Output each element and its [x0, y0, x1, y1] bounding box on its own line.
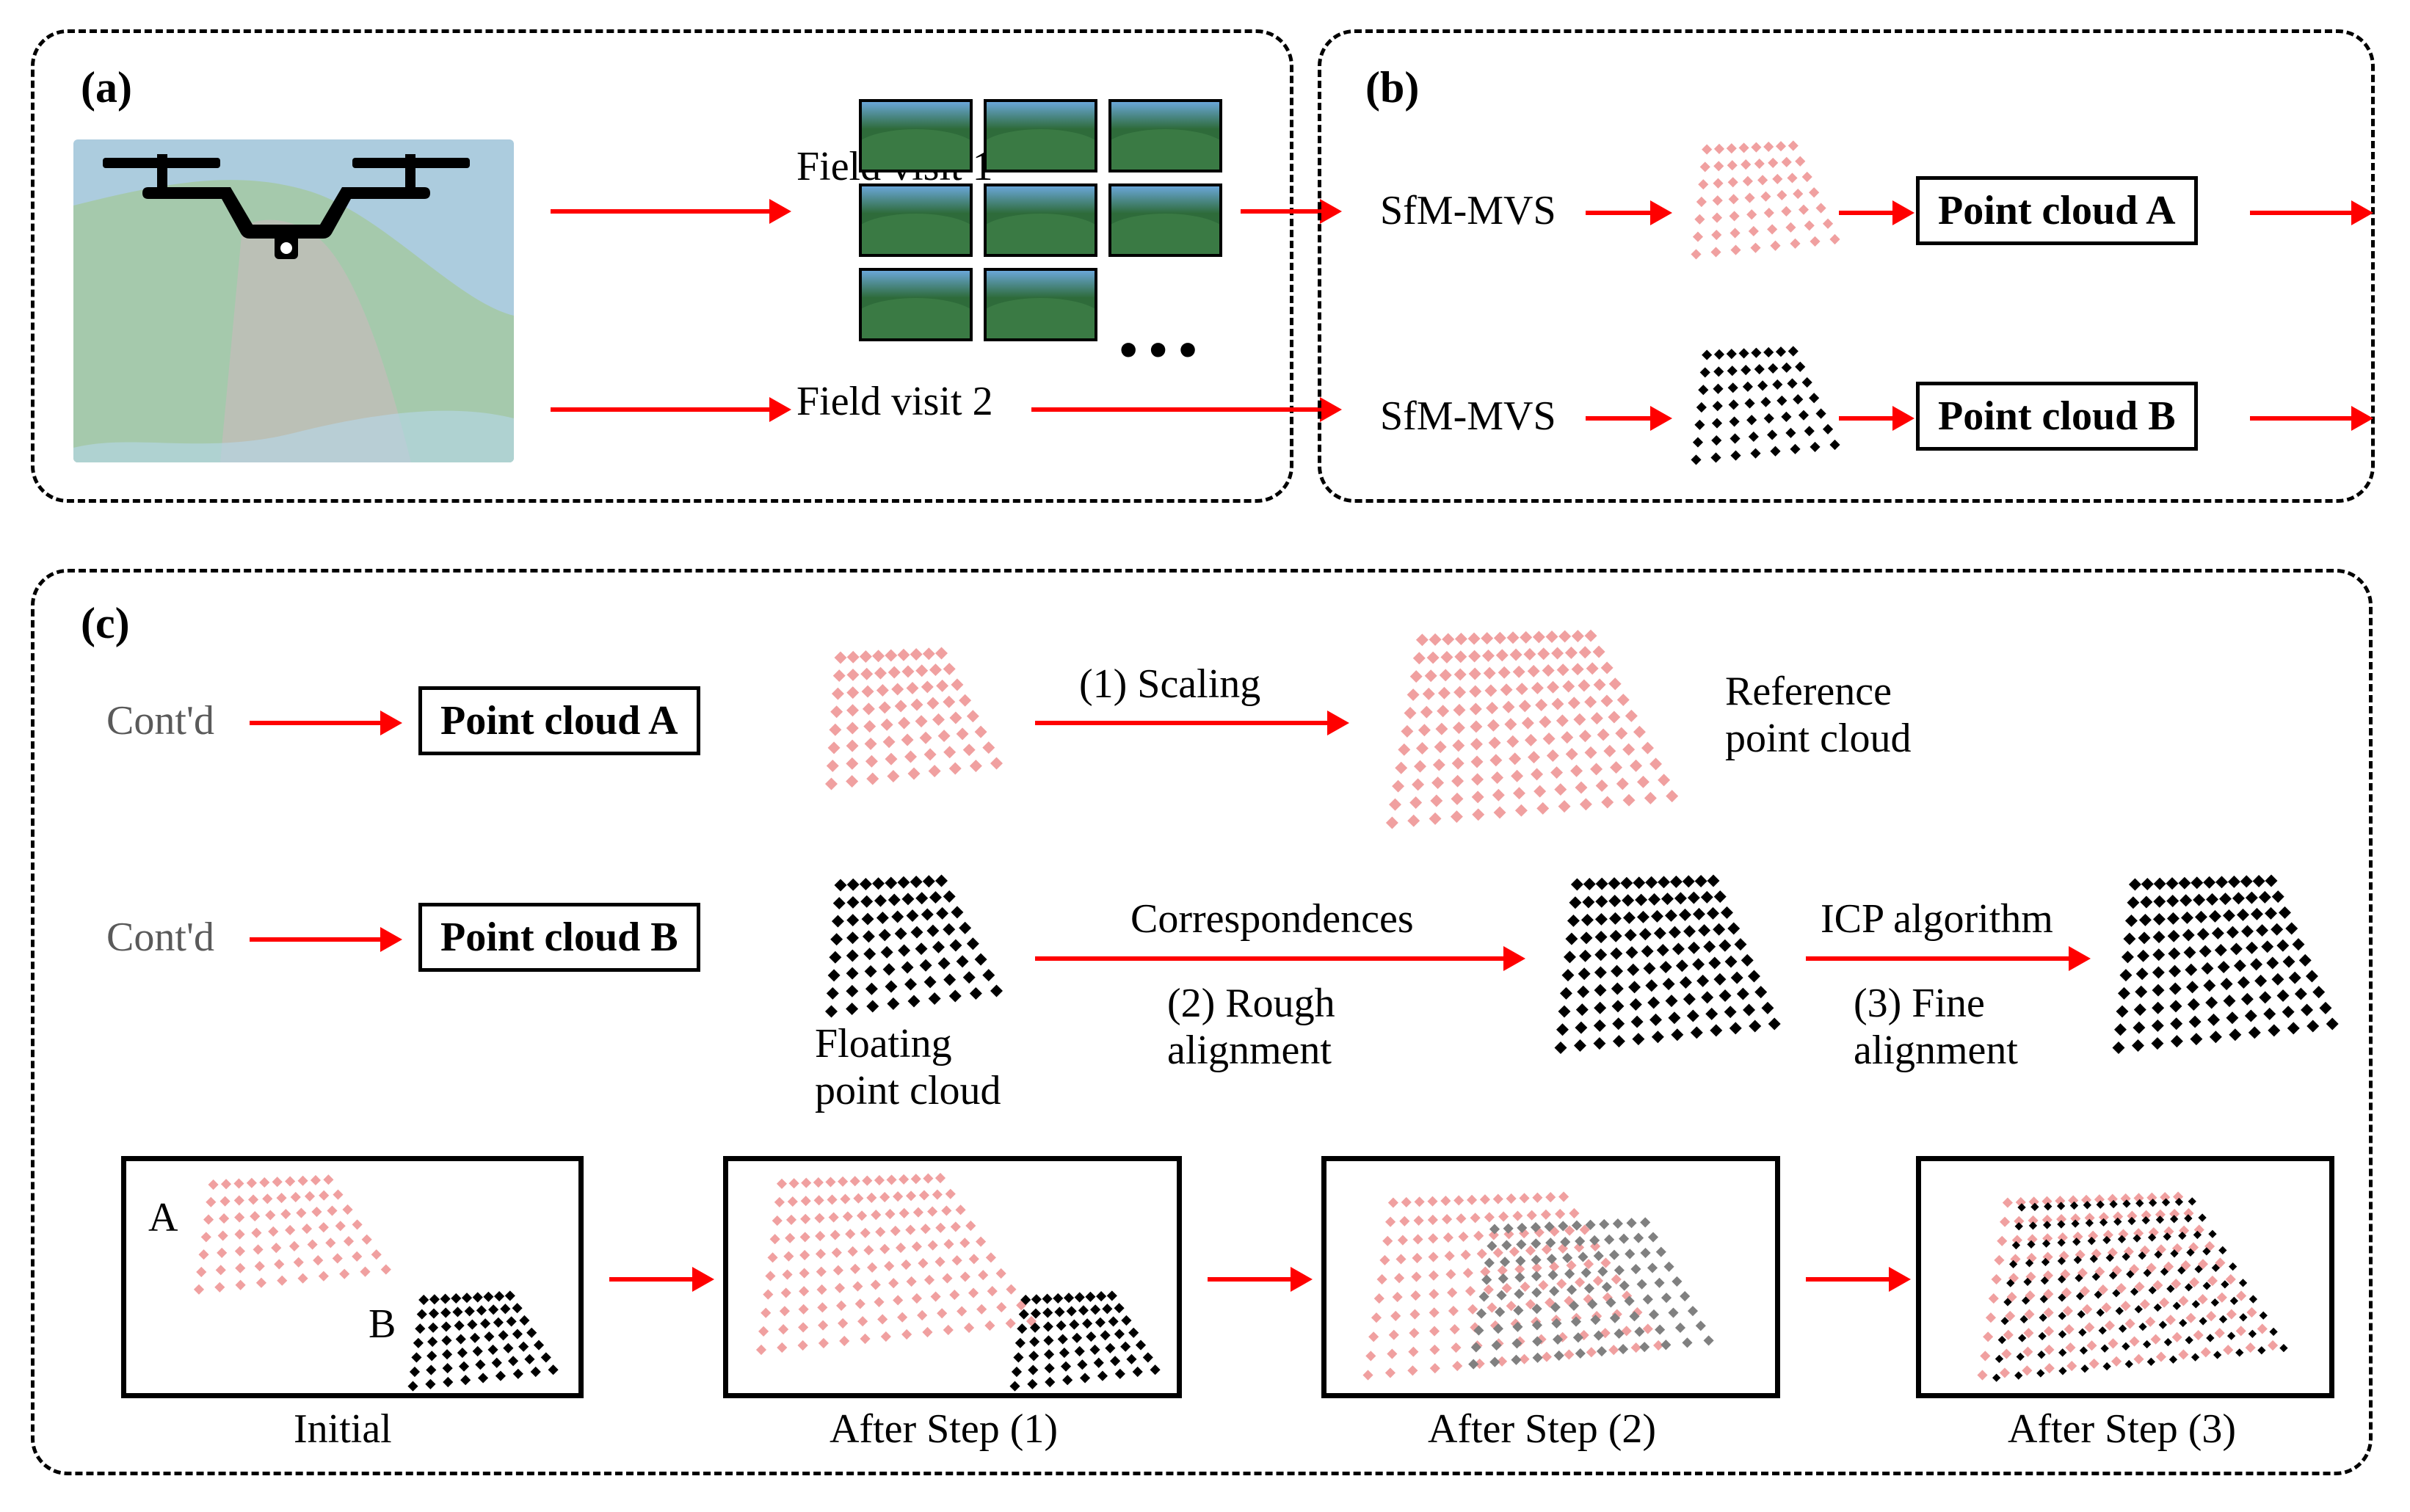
result-initial-caption: Initial — [294, 1406, 392, 1453]
thumb-4 — [859, 183, 973, 257]
result-after3-b — [1979, 1191, 2295, 1389]
result-frame-after3 — [1916, 1156, 2334, 1398]
result-frame-initial: A B — [121, 1156, 584, 1398]
point-cloud-a-box-c: Point cloud A — [418, 686, 700, 755]
thumb-5 — [984, 183, 1097, 257]
point-cloud-b-box: Point cloud B — [1916, 382, 2198, 451]
arrow-b-row1 — [1586, 211, 1652, 215]
pointcloud-b-icon-small — [1688, 345, 1843, 470]
pointcloud-a-icon-small — [1688, 139, 1843, 264]
sfm-mvs-label-1: SfM-MVS — [1380, 187, 1556, 234]
thumb-1 — [859, 99, 973, 172]
result-after2-caption: After Step (2) — [1428, 1406, 1656, 1453]
reference-pc-label: Reference point cloud — [1725, 668, 1912, 763]
sfm-mvs-label-2: SfM-MVS — [1380, 393, 1556, 440]
fine-align-label: (3) Fine alignment — [1854, 980, 2018, 1075]
arrow-a-to-b-2 — [1031, 407, 1321, 412]
arrow-scaling — [1035, 721, 1329, 725]
thumb-8 — [984, 268, 1097, 341]
result-after1-a — [747, 1168, 1040, 1359]
floating-pc-text: Floating point cloud — [815, 1021, 1001, 1113]
arrow-a-to-b-1 — [1241, 209, 1321, 214]
arrow-b-row2b — [1839, 416, 1894, 421]
drone-icon — [95, 117, 477, 264]
arrow-b-row1b — [1839, 211, 1894, 215]
reference-pc-text: Reference point cloud — [1725, 669, 1912, 761]
arrow-rough — [1035, 956, 1505, 961]
point-cloud-a-box: Point cloud A — [1916, 176, 2198, 245]
thumb-2 — [984, 99, 1097, 172]
rough-align-text: (2) Rough alignment — [1167, 981, 1335, 1073]
field-visit-2-label: Field visit 2 — [796, 378, 993, 425]
rough-align-label: (2) Rough alignment — [1167, 980, 1335, 1075]
contd-a: Cont'd — [106, 697, 214, 744]
pointcloud-a-icon-c1 — [822, 646, 1006, 793]
panel-a-label: (a) — [81, 62, 132, 113]
panel-c-label: (c) — [81, 598, 130, 649]
thumb-7 — [859, 268, 973, 341]
arrow-fine — [1806, 956, 2070, 961]
result-initial-label-b: B — [369, 1301, 396, 1348]
arrow-result-23 — [1208, 1277, 1292, 1282]
result-after2-b — [1455, 1209, 1719, 1378]
result-after1-b — [1007, 1290, 1161, 1392]
result-initial-b — [405, 1290, 559, 1392]
thumb-3 — [1108, 99, 1222, 172]
result-after3-caption: After Step (3) — [2008, 1406, 2236, 1453]
result-initial-label-a: A — [148, 1194, 178, 1241]
arrow-fieldvisit1 — [551, 209, 771, 214]
icp-label: ICP algorithm — [1821, 895, 2053, 942]
arrow-result-12 — [609, 1277, 694, 1282]
result-after1-caption: After Step (1) — [830, 1406, 1058, 1453]
thumbnail-grid: … — [859, 99, 1222, 341]
result-frame-after1 — [723, 1156, 1182, 1398]
arrow-contd-b — [250, 937, 382, 942]
arrow-fieldvisit2 — [551, 407, 771, 412]
pointcloud-a-scaled-icon — [1380, 628, 1681, 833]
arrow-b-row1-out — [2250, 211, 2353, 215]
arrow-result-34 — [1806, 1277, 1890, 1282]
thumb-6 — [1108, 183, 1222, 257]
scaling-label: (1) Scaling — [1079, 661, 1260, 708]
result-initial-a — [189, 1172, 394, 1297]
pointcloud-b-icon-c1 — [822, 873, 1006, 1020]
arrow-contd-a — [250, 721, 382, 725]
correspondences-label: Correspondences — [1130, 895, 1414, 942]
point-cloud-b-box-c: Point cloud B — [418, 903, 700, 972]
panel-b-label: (b) — [1365, 62, 1419, 113]
pointcloud-b-rough-icon — [1549, 873, 1784, 1057]
floating-pc-label: Floating point cloud — [815, 1020, 1001, 1115]
ellipsis-icon: … — [1114, 309, 1173, 344]
arrow-b-row2-out — [2250, 416, 2353, 421]
fine-align-text: (3) Fine alignment — [1854, 981, 2018, 1073]
result-frame-after2 — [1321, 1156, 1780, 1398]
contd-b: Cont'd — [106, 914, 214, 961]
arrow-b-row2 — [1586, 416, 1652, 421]
pointcloud-b-fine-icon — [2107, 873, 2342, 1057]
